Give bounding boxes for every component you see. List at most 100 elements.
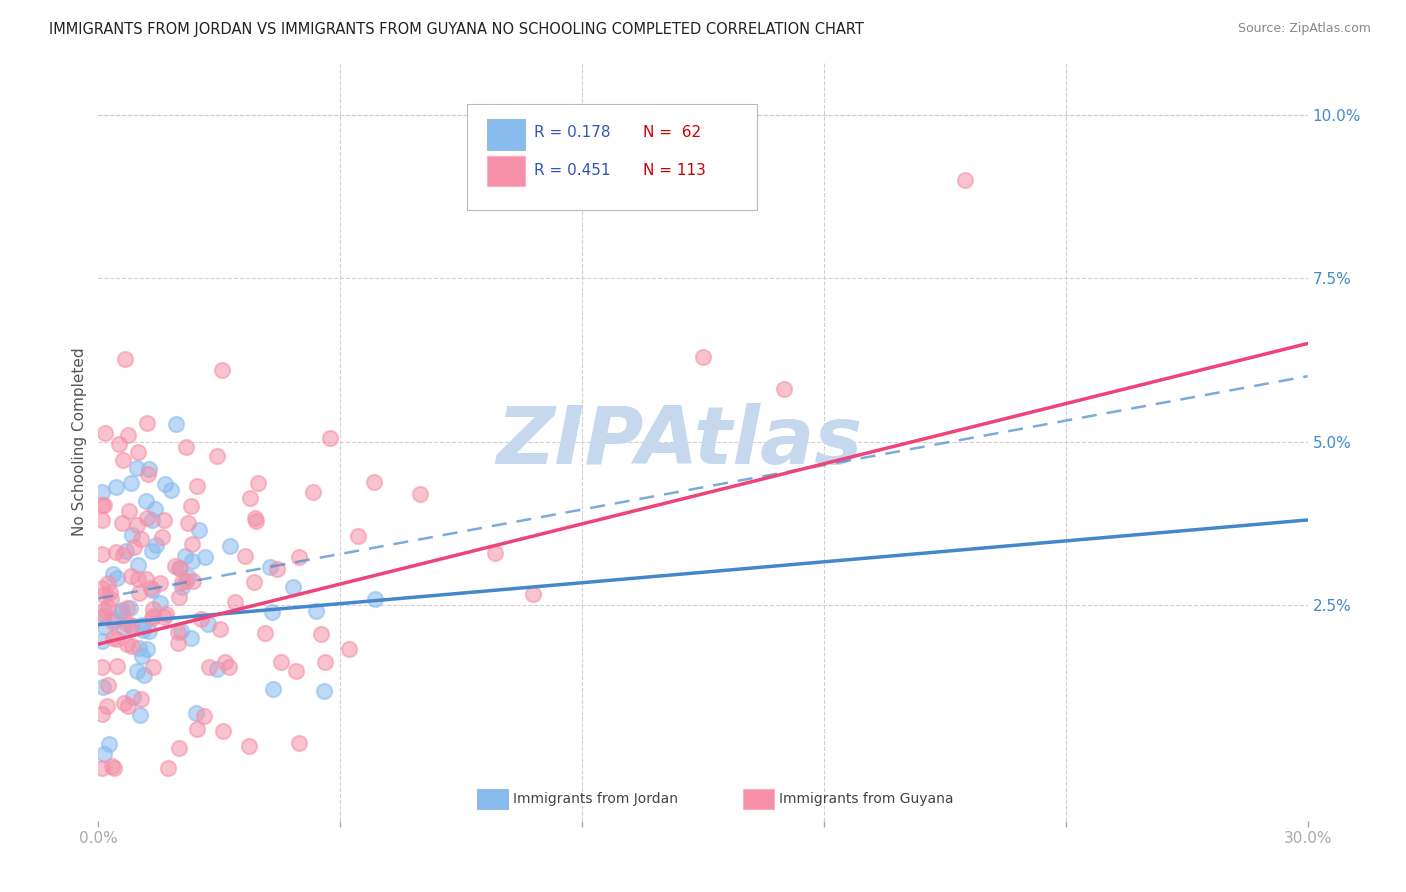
Point xyxy=(243,575,266,590)
Point xyxy=(91,512,114,526)
Point xyxy=(211,723,233,738)
Point xyxy=(91,706,114,721)
Point xyxy=(136,467,159,481)
Point xyxy=(122,690,145,704)
Point xyxy=(188,523,211,537)
Point xyxy=(156,761,179,775)
Point xyxy=(136,641,159,656)
Point xyxy=(93,747,115,762)
Point xyxy=(281,580,304,594)
Point xyxy=(314,683,336,698)
Point xyxy=(138,624,160,639)
Point xyxy=(522,587,544,601)
Point xyxy=(134,494,156,508)
Point xyxy=(186,706,208,721)
Point xyxy=(98,585,121,599)
Point xyxy=(484,546,506,560)
Point xyxy=(160,483,183,497)
Point xyxy=(141,544,163,558)
Point xyxy=(301,484,323,499)
FancyBboxPatch shape xyxy=(742,789,775,808)
Point xyxy=(117,428,139,442)
Point xyxy=(117,699,139,714)
Point xyxy=(105,659,128,673)
Point xyxy=(111,603,134,617)
Point xyxy=(239,491,262,505)
Point xyxy=(93,588,115,602)
Point xyxy=(180,631,202,645)
Point xyxy=(101,566,124,581)
Point xyxy=(337,641,360,656)
Y-axis label: No Schooling Completed: No Schooling Completed xyxy=(72,347,87,536)
Point xyxy=(186,722,208,736)
Point xyxy=(149,575,172,590)
Point xyxy=(245,515,267,529)
Point xyxy=(165,559,187,574)
Point xyxy=(170,574,193,589)
Point xyxy=(180,500,202,514)
Point xyxy=(121,528,143,542)
Point xyxy=(100,591,122,606)
Point xyxy=(305,604,328,618)
Point xyxy=(190,612,212,626)
Point xyxy=(139,581,162,595)
Point xyxy=(194,549,217,564)
Point xyxy=(97,737,120,751)
Point xyxy=(122,541,145,555)
Point xyxy=(94,425,117,440)
Point xyxy=(363,475,385,490)
Point xyxy=(114,543,136,558)
Point xyxy=(93,498,115,512)
Point xyxy=(142,659,165,673)
Point xyxy=(177,516,200,530)
Point xyxy=(181,574,204,589)
Text: Immigrants from Guyana: Immigrants from Guyana xyxy=(779,792,953,806)
Point xyxy=(121,639,143,653)
Point xyxy=(288,735,311,749)
Point xyxy=(219,539,242,553)
Point xyxy=(266,562,288,576)
Point xyxy=(409,487,432,501)
Point xyxy=(127,444,149,458)
Point xyxy=(97,600,120,615)
Point xyxy=(97,678,120,692)
Point xyxy=(91,633,114,648)
Point xyxy=(94,620,117,634)
Point xyxy=(176,440,198,454)
Point xyxy=(110,605,132,619)
Point xyxy=(101,631,124,645)
Point xyxy=(319,431,342,445)
Point xyxy=(104,613,127,627)
FancyBboxPatch shape xyxy=(486,120,526,150)
Text: Immigrants from Jordan: Immigrants from Jordan xyxy=(513,792,678,806)
Point xyxy=(145,537,167,551)
Point xyxy=(105,545,128,559)
Point xyxy=(170,624,193,638)
Point xyxy=(127,461,149,475)
Point xyxy=(135,417,157,431)
Point xyxy=(692,350,714,364)
Point xyxy=(150,530,173,544)
Point xyxy=(186,479,208,493)
Text: IMMIGRANTS FROM JORDAN VS IMMIGRANTS FROM GUYANA NO SCHOOLING COMPLETED CORRELAT: IMMIGRANTS FROM JORDAN VS IMMIGRANTS FRO… xyxy=(49,22,865,37)
Point xyxy=(170,580,193,594)
Point xyxy=(132,623,155,637)
FancyBboxPatch shape xyxy=(486,156,526,186)
Text: R = 0.178: R = 0.178 xyxy=(534,126,610,140)
Point xyxy=(205,449,228,463)
Point xyxy=(141,512,163,526)
Point xyxy=(91,610,114,624)
Point xyxy=(103,761,125,775)
Point xyxy=(127,558,149,572)
Text: R = 0.451: R = 0.451 xyxy=(534,163,610,178)
Point xyxy=(135,572,157,586)
Point xyxy=(270,655,292,669)
Point xyxy=(129,533,152,547)
FancyBboxPatch shape xyxy=(467,104,758,211)
Point xyxy=(142,609,165,624)
Point xyxy=(101,615,124,630)
Point xyxy=(233,549,256,563)
Point xyxy=(169,561,191,575)
Point xyxy=(176,574,198,589)
Point xyxy=(208,622,231,636)
